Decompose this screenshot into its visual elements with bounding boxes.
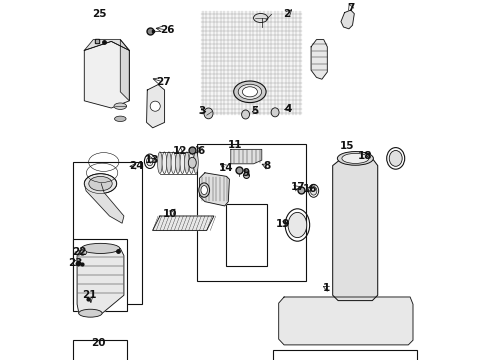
Ellipse shape (79, 309, 102, 317)
Polygon shape (199, 173, 229, 206)
Ellipse shape (184, 152, 189, 174)
Polygon shape (84, 41, 129, 108)
Text: 6: 6 (197, 146, 204, 156)
Polygon shape (310, 40, 326, 79)
Ellipse shape (189, 152, 193, 174)
Polygon shape (77, 248, 123, 313)
Text: 25: 25 (92, 9, 107, 19)
Ellipse shape (310, 186, 316, 195)
Text: 12: 12 (173, 146, 187, 156)
Polygon shape (84, 40, 129, 50)
Text: 22: 22 (72, 247, 86, 257)
Circle shape (150, 101, 160, 111)
Polygon shape (152, 216, 213, 230)
Text: 24: 24 (129, 161, 143, 171)
Text: 15: 15 (339, 141, 354, 151)
Text: 5: 5 (251, 106, 258, 116)
Ellipse shape (157, 152, 162, 174)
Bar (197, 144, 306, 281)
Text: 13: 13 (144, 155, 159, 165)
Bar (272, 350, 416, 360)
Ellipse shape (199, 183, 209, 197)
Polygon shape (84, 184, 123, 223)
Ellipse shape (337, 152, 373, 165)
Ellipse shape (233, 81, 265, 103)
Bar (73, 239, 127, 311)
Ellipse shape (188, 157, 196, 168)
Text: 4: 4 (284, 104, 291, 114)
Text: 27: 27 (156, 77, 170, 87)
Ellipse shape (270, 108, 279, 117)
Ellipse shape (287, 212, 306, 238)
Bar (200, 11, 302, 115)
Ellipse shape (114, 116, 126, 122)
Text: 11: 11 (227, 140, 242, 150)
Ellipse shape (253, 13, 267, 22)
Text: 16: 16 (303, 184, 317, 194)
Polygon shape (340, 10, 354, 29)
Text: 9: 9 (242, 168, 249, 178)
Text: 1: 1 (322, 283, 329, 293)
Text: 2: 2 (283, 9, 290, 19)
Ellipse shape (166, 152, 171, 174)
Ellipse shape (162, 152, 166, 174)
Ellipse shape (242, 87, 257, 97)
Polygon shape (332, 158, 377, 301)
Text: 8: 8 (263, 161, 270, 171)
Ellipse shape (146, 157, 153, 166)
Bar (73, 340, 127, 360)
Ellipse shape (203, 108, 213, 119)
Text: 17: 17 (290, 182, 305, 192)
Ellipse shape (193, 152, 198, 174)
Text: 18: 18 (357, 150, 371, 161)
Text: 20: 20 (91, 338, 105, 348)
Ellipse shape (341, 153, 368, 163)
Ellipse shape (241, 110, 249, 119)
Text: 7: 7 (346, 3, 354, 13)
Ellipse shape (180, 152, 184, 174)
Ellipse shape (238, 84, 261, 99)
Text: 3: 3 (198, 106, 205, 116)
Text: 10: 10 (163, 209, 177, 219)
Ellipse shape (81, 243, 120, 253)
Ellipse shape (175, 152, 180, 174)
Ellipse shape (114, 103, 126, 109)
Polygon shape (278, 297, 412, 345)
Polygon shape (230, 149, 261, 164)
Bar (73, 162, 142, 304)
Text: 23: 23 (68, 258, 82, 268)
Ellipse shape (84, 174, 117, 194)
Ellipse shape (201, 186, 207, 194)
Text: 26: 26 (160, 25, 174, 35)
Text: 19: 19 (275, 219, 289, 229)
Polygon shape (120, 40, 129, 101)
Bar (226, 204, 266, 266)
Text: 21: 21 (82, 290, 97, 300)
Ellipse shape (89, 176, 112, 191)
Ellipse shape (388, 150, 401, 166)
Ellipse shape (171, 152, 175, 174)
Polygon shape (146, 85, 164, 128)
Text: 14: 14 (219, 163, 233, 174)
